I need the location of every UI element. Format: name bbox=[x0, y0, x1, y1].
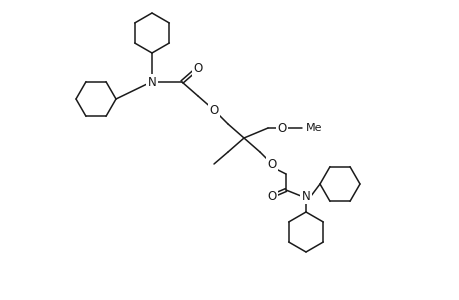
Text: O: O bbox=[277, 122, 286, 134]
Text: O: O bbox=[193, 61, 202, 74]
Text: O: O bbox=[267, 190, 276, 202]
Text: Me: Me bbox=[305, 123, 322, 133]
Text: N: N bbox=[147, 76, 156, 88]
Text: O: O bbox=[267, 158, 276, 170]
Text: N: N bbox=[301, 190, 310, 202]
Text: O: O bbox=[209, 103, 218, 116]
